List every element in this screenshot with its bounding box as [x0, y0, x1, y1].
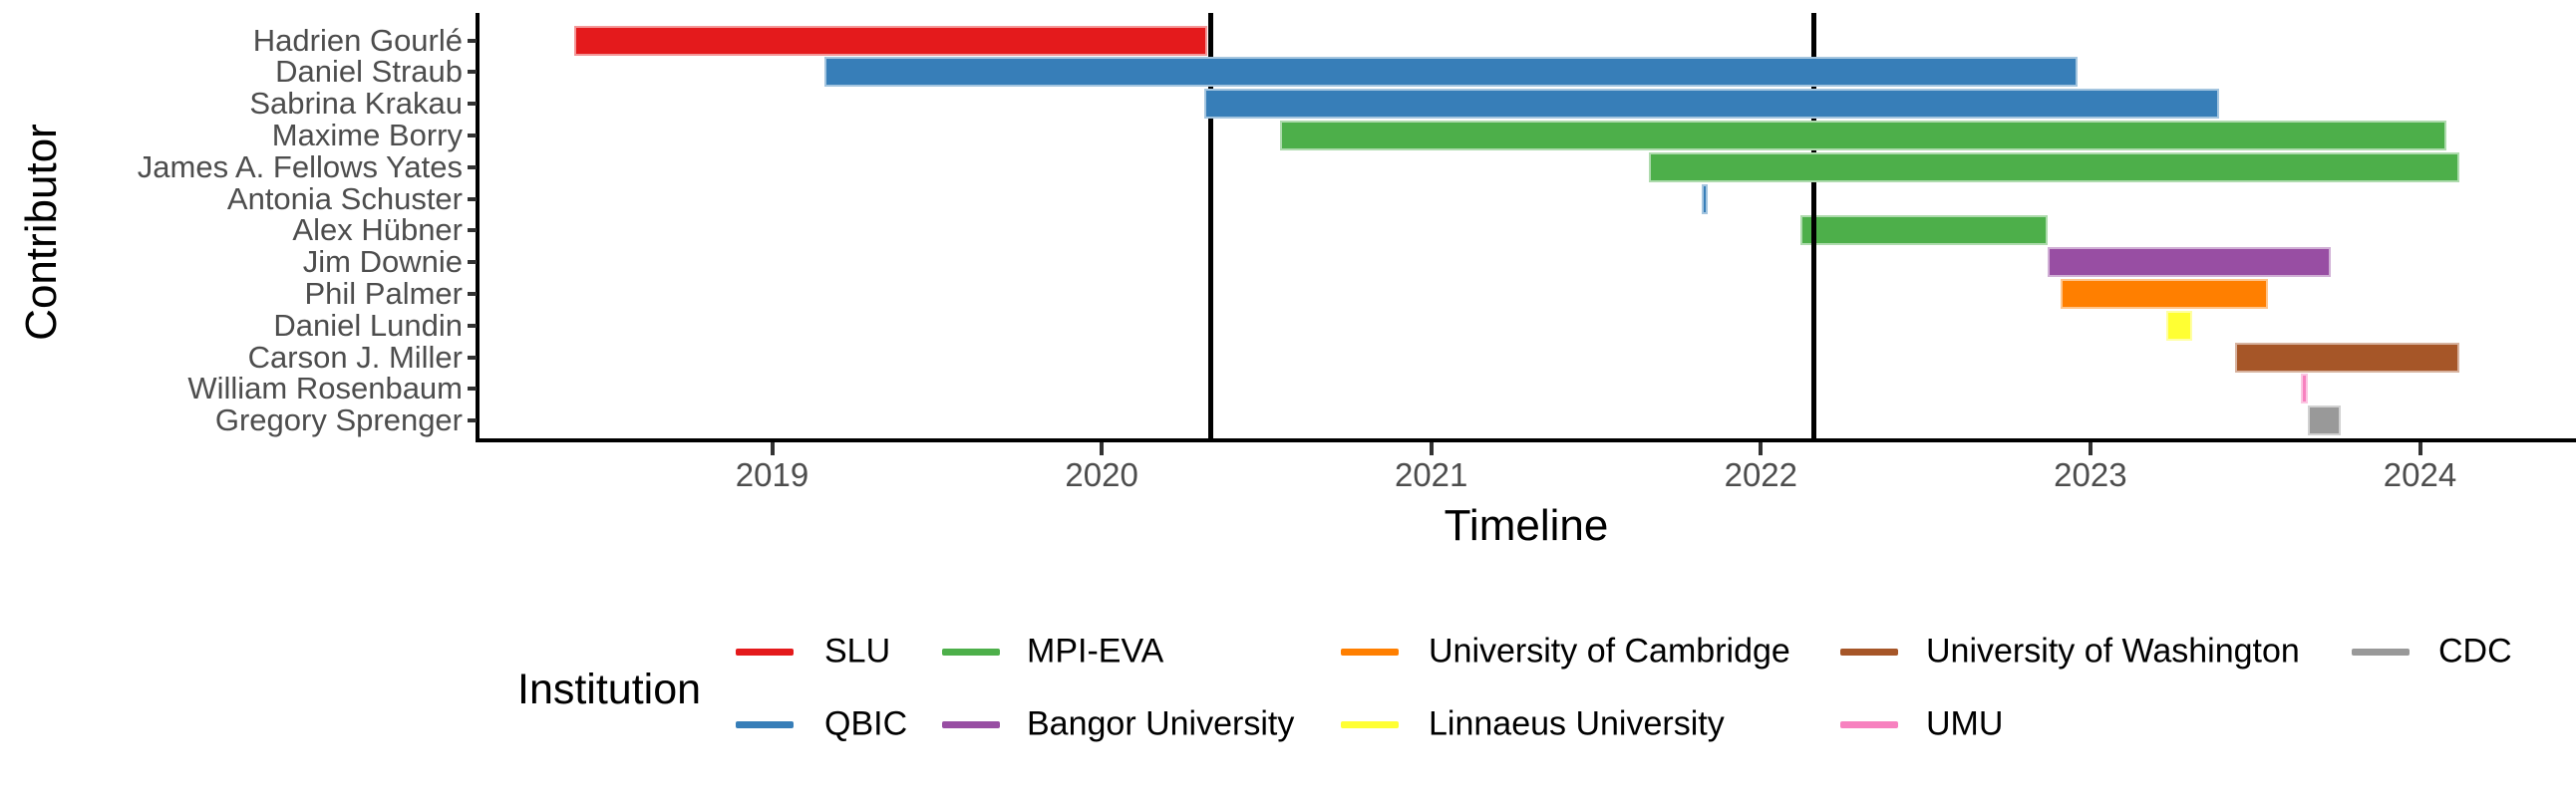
gantt-bar — [2165, 310, 2193, 341]
x-tick — [1429, 442, 1434, 455]
gantt-bar — [1203, 89, 2219, 120]
x-tick — [1100, 442, 1105, 455]
contributor-label: Maxime Borry — [271, 117, 463, 152]
y-tick — [468, 355, 477, 360]
y-tick — [468, 70, 477, 75]
gantt-bar — [1279, 120, 2446, 150]
contributor-label: William Rosenbaum — [187, 371, 463, 406]
gantt-bar — [574, 25, 1207, 56]
gantt-bar — [1701, 183, 1709, 214]
gantt-bar — [1799, 215, 2048, 246]
y-tick — [468, 291, 477, 296]
legend-key — [736, 720, 794, 728]
contributor-label: Hadrien Gourlé — [252, 22, 463, 58]
y-tick — [468, 164, 477, 169]
y-tick — [468, 196, 477, 201]
gantt-bar — [2308, 405, 2342, 436]
legend-key — [942, 720, 1000, 728]
legend-label: CDC — [2438, 632, 2512, 671]
y-tick — [468, 133, 477, 137]
x-tick — [2417, 442, 2422, 455]
legend-key — [1341, 648, 1399, 656]
contributor-label: Daniel Straub — [275, 54, 463, 90]
contributor-label: Daniel Lundin — [273, 307, 463, 343]
legend-title: Institution — [517, 666, 702, 713]
y-tick — [468, 323, 477, 328]
gantt-bar — [2047, 247, 2332, 278]
legend-key — [942, 648, 1000, 656]
legend-label: University of Cambridge — [1429, 632, 1790, 671]
contributor-label: Phil Palmer — [304, 275, 464, 311]
x-tick-label: 2019 — [735, 456, 809, 493]
gantt-bar — [2061, 278, 2269, 309]
y-tick — [468, 418, 477, 423]
y-tick — [468, 260, 477, 265]
gantt-bar — [2235, 342, 2460, 373]
x-tick — [770, 442, 775, 455]
y-tick — [468, 38, 477, 43]
x-tick — [2088, 442, 2093, 455]
contributor-label: Sabrina Krakau — [249, 86, 463, 122]
x-tick-label: 2024 — [2383, 456, 2457, 493]
legend-key — [1840, 648, 1898, 656]
legend-label: Linnaeus University — [1429, 704, 1725, 743]
contributor-label: James A. Fellows Yates — [137, 148, 463, 184]
x-tick-label: 2023 — [2054, 456, 2127, 493]
gantt-bar — [2301, 374, 2309, 404]
x-tick — [1759, 442, 1764, 455]
legend-label: Bangor University — [1027, 704, 1295, 743]
contributor-label: Gregory Sprenger — [214, 403, 463, 438]
y-tick — [468, 387, 477, 392]
legend-key — [736, 648, 794, 656]
x-axis-title: Timeline — [1444, 501, 1609, 550]
y-tick — [468, 102, 477, 107]
event-vline-overlay — [1810, 215, 1816, 246]
contributor-label: Antonia Schuster — [226, 180, 463, 216]
gantt-bar — [1648, 151, 2460, 182]
legend-label: MPI-EVA — [1027, 632, 1164, 671]
y-tick — [468, 228, 477, 233]
contributor-label: Alex Hübner — [292, 212, 463, 248]
contributor-label: Carson J. Miller — [247, 339, 463, 375]
contributor-label: Jim Downie — [302, 244, 463, 280]
legend-label: University of Washington — [1926, 632, 2300, 671]
x-axis-line — [476, 438, 2576, 442]
x-tick-label: 2022 — [1724, 456, 1798, 493]
legend-label: UMU — [1926, 704, 2004, 743]
event-vline — [1207, 13, 1213, 438]
x-tick-label: 2021 — [1394, 456, 1468, 493]
legend-label: QBIC — [824, 704, 908, 743]
legend-label: SLU — [824, 632, 891, 671]
gantt-bar — [824, 57, 2078, 88]
legend-key — [1341, 720, 1399, 728]
x-tick-label: 2020 — [1065, 456, 1138, 493]
legend-key — [2352, 648, 2410, 656]
y-axis-line — [476, 13, 480, 442]
legend-key — [1840, 720, 1898, 728]
